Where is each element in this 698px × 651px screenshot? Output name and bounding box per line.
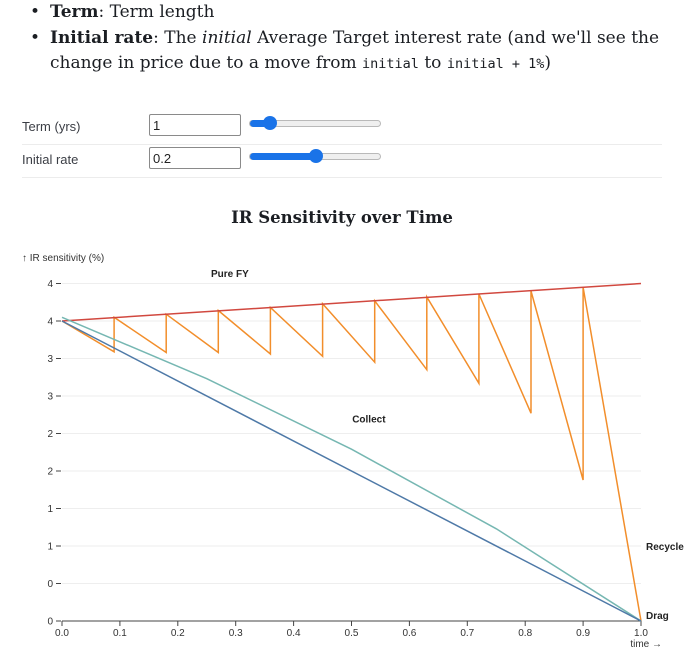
chart-title: IR Sensitivity over Time [231, 208, 453, 227]
chart-grid [62, 283, 641, 584]
term-control-row: Term (yrs) [22, 112, 662, 145]
y-tick-label: 0 [47, 579, 53, 590]
term-heading: Term [50, 2, 99, 22]
chart-axes: 0 0 1 1 2 2 3 3 4 4 0.0 0.1 0.2 0.3 0.4 0.5 0.6 0.7 0.8 0.9… [22, 253, 662, 650]
initial-rate-desc-pre: : The [153, 28, 203, 48]
series-line-pure-fy [61, 282, 642, 322]
term-slider[interactable] [249, 116, 381, 130]
initial-rate-heading: Initial rate [50, 28, 154, 48]
series-label-drag: Drag [646, 611, 669, 622]
rate-slider[interactable] [249, 149, 381, 163]
term-slider-thumb[interactable] [262, 116, 277, 130]
x-tick-label: 0.1 [113, 628, 127, 639]
x-tick-label: 0.4 [287, 628, 301, 639]
x-tick-label: 1.0 [634, 628, 648, 639]
chart-series [61, 282, 642, 622]
bullet-term: Term: Term length [28, 0, 678, 25]
term-input[interactable] [149, 114, 241, 136]
x-tick-label: 0.6 [402, 628, 416, 639]
chart-annotations: Pure FY Collect Recycle Drag [211, 269, 684, 622]
series-line-collect [61, 316, 642, 622]
initial-rate-desc-mid: Average Target interest rate (and we'll … [50, 28, 660, 73]
series-label-collect: Collect [352, 414, 386, 425]
rate-input[interactable] [149, 147, 241, 169]
y-tick-label: 2 [47, 429, 53, 440]
x-tick-label: 0.3 [229, 628, 243, 639]
rate-slider-fill [250, 153, 316, 160]
y-tick-label: 0 [47, 617, 53, 628]
rate-label: Initial rate [22, 152, 79, 167]
x-axis-label: time → [630, 639, 662, 650]
initial-rate-emphasis: initial [202, 28, 252, 48]
code-initial: initial [362, 56, 419, 72]
series-label-pure-fy: Pure FY [211, 269, 249, 280]
ir-sensitivity-chart: 0 0 1 1 2 2 3 3 4 4 0.0 0.1 0.2 0.3 0.4 0.5 0.6 0.7 0.8 0.9… [22, 253, 684, 650]
initial-rate-desc-to: to [418, 53, 447, 73]
series-label-recycle: Recycle [646, 542, 684, 553]
y-tick-label: 2 [47, 467, 53, 478]
series-line-drag [61, 320, 642, 622]
term-label: Term (yrs) [22, 119, 81, 134]
y-tick-label: 3 [47, 354, 53, 365]
term-slider-fill [250, 120, 270, 127]
x-tick-label: 0.8 [518, 628, 532, 639]
x-tick-label: 0.5 [345, 628, 359, 639]
initial-rate-desc-post: ) [544, 53, 551, 73]
bullet-initial-rate: Initial rate: The initial Average Target… [28, 26, 678, 77]
x-tick-label: 0.0 [55, 628, 69, 639]
rate-slider-thumb[interactable] [309, 149, 323, 163]
y-tick-label: 1 [47, 542, 53, 553]
bullet-list: Term: Term length Initial rate: The init… [28, 0, 678, 78]
y-tick-label: 4 [47, 317, 53, 328]
code-initial-plus-one: initial + 1% [446, 56, 545, 72]
y-tick-label: 3 [47, 392, 53, 403]
y-tick-label: 1 [47, 504, 53, 515]
x-tick-label: 0.2 [171, 628, 185, 639]
x-tick-label: 0.9 [576, 628, 590, 639]
term-description: : Term length [98, 2, 215, 22]
series-line-recycle [61, 287, 642, 622]
rate-control-row: Initial rate [22, 145, 662, 178]
y-axis-label: ↑ IR sensitivity (%) [22, 253, 104, 264]
y-tick-label: 4 [47, 279, 53, 290]
x-tick-label: 0.7 [460, 628, 474, 639]
controls-panel: Term (yrs) Initial rate [22, 112, 662, 178]
